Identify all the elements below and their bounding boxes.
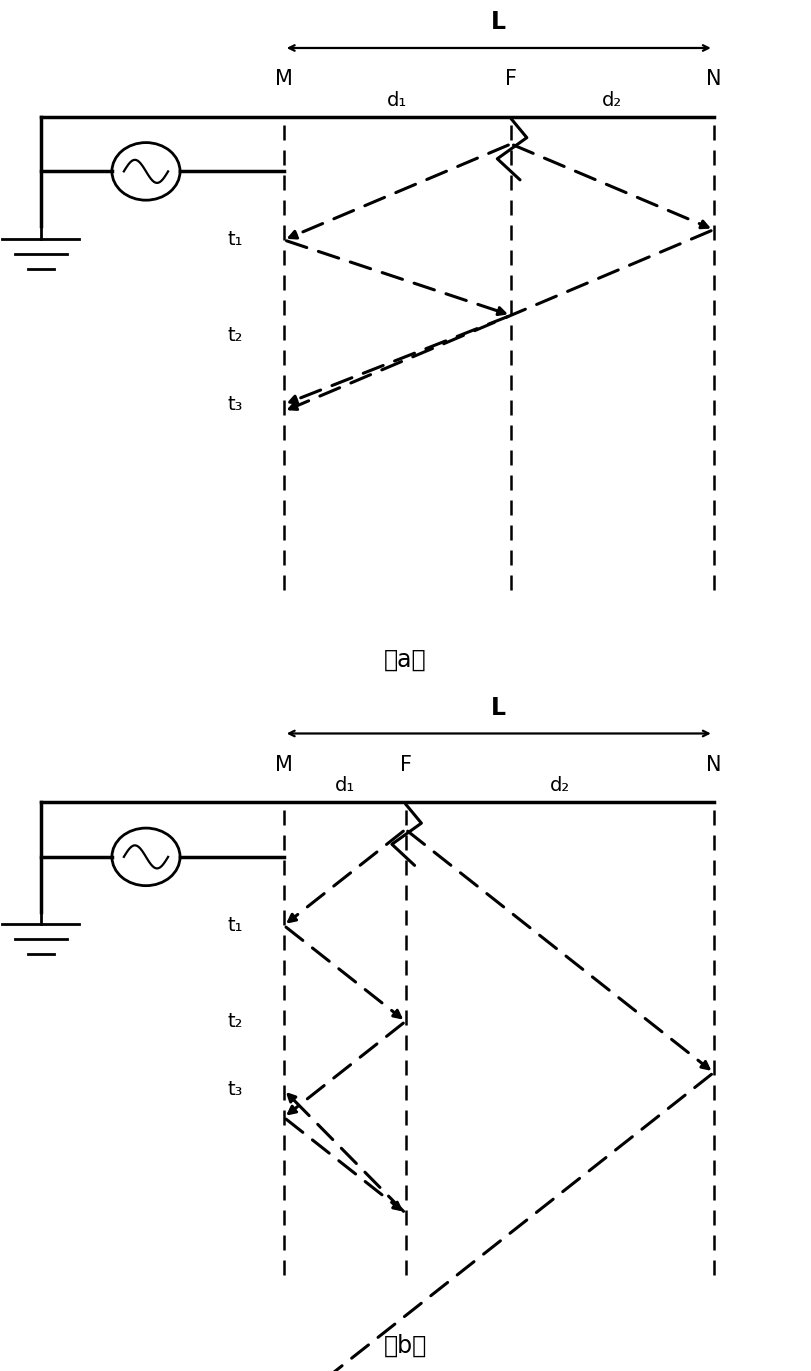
Text: t₃: t₃: [228, 1080, 243, 1100]
Text: t₂: t₂: [228, 326, 243, 345]
Text: d₂: d₂: [550, 776, 569, 795]
Text: d₂: d₂: [603, 90, 622, 110]
Text: t₁: t₁: [228, 230, 243, 250]
Text: d₁: d₁: [335, 776, 354, 795]
Text: t₃: t₃: [228, 395, 243, 414]
Text: L: L: [491, 10, 506, 34]
Text: （a）: （a）: [384, 647, 427, 672]
Text: t₂: t₂: [228, 1012, 243, 1031]
Text: L: L: [491, 695, 506, 720]
Text: F: F: [505, 69, 517, 89]
Text: N: N: [706, 69, 722, 89]
Text: d₁: d₁: [388, 90, 407, 110]
Text: （b）: （b）: [384, 1333, 427, 1357]
Text: M: M: [275, 754, 293, 775]
Text: F: F: [400, 754, 411, 775]
Text: N: N: [706, 754, 722, 775]
Text: t₁: t₁: [228, 916, 243, 935]
Text: M: M: [275, 69, 293, 89]
